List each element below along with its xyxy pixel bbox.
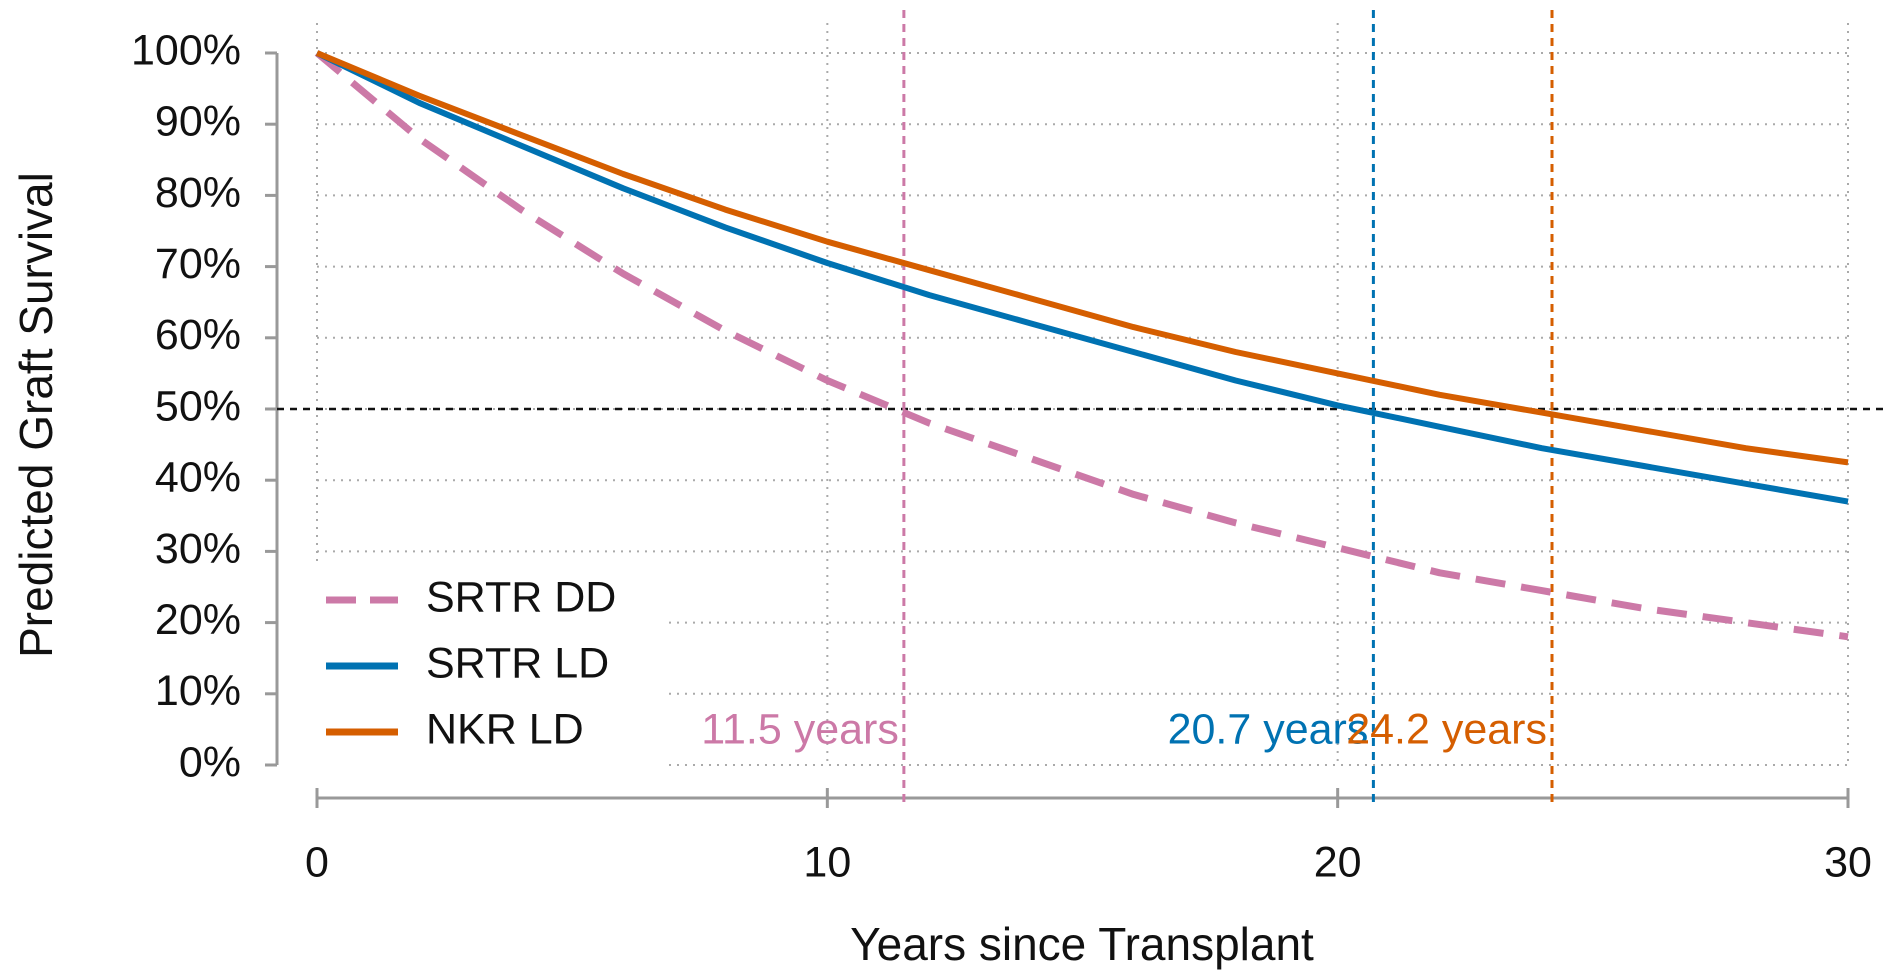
- y-tick-label: 80%: [155, 169, 241, 217]
- annotation-label: 24.2 years: [1346, 705, 1547, 753]
- annotation-label: 11.5 years: [701, 705, 899, 753]
- x-axis-label: Years since Transplant: [850, 918, 1314, 970]
- x-tick-label: 30: [1824, 838, 1872, 886]
- legend-background: [308, 562, 668, 780]
- legend-label: SRTR LD: [426, 639, 609, 687]
- series-line: [315, 50, 1849, 466]
- y-tick-label: 20%: [155, 596, 241, 644]
- y-axis-label: Predicted Graft Survival: [10, 172, 62, 658]
- annotation-label: 20.7 years: [1168, 705, 1369, 753]
- y-tick-label: 60%: [155, 311, 241, 359]
- y-tick-label: 30%: [155, 525, 241, 573]
- y-tick-label: 10%: [155, 667, 241, 715]
- x-tick-label: 20: [1314, 838, 1362, 886]
- series-line: [315, 50, 1849, 505]
- y-tick-label: 0%: [179, 738, 241, 786]
- x-tick-label: 10: [803, 838, 851, 886]
- y-tick-label: 50%: [155, 382, 241, 430]
- y-tick-label: 70%: [155, 240, 241, 288]
- legend-label: NKR LD: [426, 705, 584, 753]
- y-tick-label: 40%: [155, 454, 241, 502]
- y-tick-label: 100%: [131, 26, 241, 74]
- x-tick-label: 0: [305, 838, 329, 886]
- y-tick-label: 90%: [155, 98, 241, 146]
- legend-label: SRTR DD: [426, 573, 616, 621]
- series-line: [314, 50, 1849, 641]
